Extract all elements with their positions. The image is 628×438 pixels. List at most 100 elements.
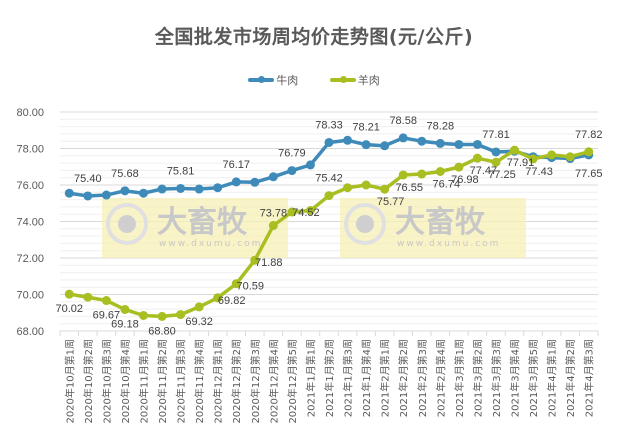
data-point[interactable] <box>472 139 482 149</box>
x-tick-label: 2020年10月第3周 <box>100 339 113 424</box>
x-tick-label: 2021年4月第2周 <box>564 339 577 417</box>
data-point[interactable] <box>64 188 74 198</box>
x-tick-label: 2021年3月第2周 <box>471 339 484 417</box>
data-label: 77.47 <box>470 165 498 177</box>
data-point[interactable] <box>176 183 186 193</box>
data-point[interactable] <box>361 140 371 150</box>
data-point[interactable] <box>435 166 445 176</box>
data-point[interactable] <box>547 150 557 160</box>
legend-item-beef[interactable]: 牛肉 <box>248 72 298 88</box>
data-label: 77.25 <box>488 169 516 181</box>
data-label: 75.40 <box>74 173 102 185</box>
x-tick-label: 2021年1月第4周 <box>360 339 373 417</box>
data-point[interactable] <box>398 133 408 143</box>
data-point[interactable] <box>268 221 278 231</box>
data-point[interactable] <box>213 293 223 303</box>
x-tick-label: 2021年2月第3周 <box>416 339 429 417</box>
x-tick-label: 2021年1月第1周 <box>304 339 317 417</box>
data-point[interactable] <box>584 147 594 157</box>
data-label: 78.21 <box>352 122 380 134</box>
data-point[interactable] <box>231 177 241 187</box>
data-point[interactable] <box>213 183 223 193</box>
data-point[interactable] <box>491 157 501 167</box>
data-point[interactable] <box>120 304 130 314</box>
data-point[interactable] <box>138 310 148 320</box>
data-point[interactable] <box>231 279 241 289</box>
data-label: 75.77 <box>377 196 405 208</box>
data-point[interactable] <box>83 191 93 201</box>
data-point[interactable] <box>324 191 334 201</box>
data-point[interactable] <box>250 177 260 187</box>
x-tick-label: 2021年1月第2周 <box>323 339 336 417</box>
data-point[interactable] <box>417 136 427 146</box>
data-point[interactable] <box>101 190 111 200</box>
data-point[interactable] <box>287 207 297 217</box>
data-point[interactable] <box>398 170 408 180</box>
y-tick-label: 76.00 <box>16 180 44 192</box>
x-tick-label: 2020年12月第4周 <box>267 339 280 424</box>
data-point[interactable] <box>380 184 390 194</box>
data-point[interactable] <box>305 160 315 170</box>
data-point[interactable] <box>528 154 538 164</box>
x-tick-label: 2020年10月第2周 <box>82 339 95 424</box>
x-tick-label: 2020年12月第5周 <box>286 339 299 424</box>
svg-text:大畜牧: 大畜牧 <box>395 205 486 240</box>
data-point[interactable] <box>250 255 260 265</box>
data-point[interactable] <box>324 137 334 147</box>
data-point[interactable] <box>268 172 278 182</box>
data-point[interactable] <box>138 188 148 198</box>
data-point[interactable] <box>176 310 186 320</box>
data-point[interactable] <box>435 138 445 148</box>
y-tick-label: 80.00 <box>16 107 44 119</box>
data-label: 78.28 <box>427 120 455 132</box>
data-label: 70.02 <box>56 303 84 315</box>
data-label: 73.78 <box>260 208 288 220</box>
legend-label: 牛肉 <box>276 74 299 87</box>
data-point[interactable] <box>454 139 464 149</box>
x-tick-label: 2021年4月第3周 <box>583 339 596 417</box>
data-label: 76.74 <box>433 178 461 190</box>
data-point[interactable] <box>64 289 74 299</box>
chart-legend: 牛肉 羊肉 <box>0 72 628 88</box>
y-tick-label: 68.00 <box>16 326 44 338</box>
data-point[interactable] <box>491 147 501 157</box>
data-point[interactable] <box>194 302 204 312</box>
data-point[interactable] <box>120 186 130 196</box>
data-point[interactable] <box>361 180 371 190</box>
data-label: 69.67 <box>93 310 121 322</box>
data-point[interactable] <box>343 135 353 145</box>
data-point[interactable] <box>83 292 93 302</box>
x-tick-label: 2020年12月第2周 <box>230 339 243 424</box>
data-label: 76.98 <box>451 174 479 186</box>
data-label: 76.17 <box>222 159 250 171</box>
x-tick-label: 2021年2月第2周 <box>397 339 410 417</box>
data-label: 76.79 <box>278 148 306 160</box>
data-label: 69.82 <box>218 295 246 307</box>
data-label: 77.82 <box>575 129 603 141</box>
data-point[interactable] <box>454 162 464 172</box>
data-point[interactable] <box>157 184 167 194</box>
data-point[interactable] <box>472 153 482 163</box>
data-label: 78.33 <box>315 119 343 131</box>
data-point[interactable] <box>417 169 427 179</box>
legend-item-lamb[interactable]: 羊肉 <box>329 72 380 88</box>
data-label: 69.32 <box>185 316 213 328</box>
data-point[interactable] <box>157 311 167 321</box>
x-tick-label: 2021年3月第4周 <box>509 339 522 417</box>
data-point[interactable] <box>194 184 204 194</box>
data-point[interactable] <box>287 166 297 176</box>
data-point[interactable] <box>565 152 575 162</box>
watermark-logo-icon <box>344 203 386 245</box>
data-label: 68.80 <box>148 325 176 337</box>
legend-line-marker-icon <box>248 76 275 83</box>
data-point[interactable] <box>380 141 390 151</box>
data-point[interactable] <box>510 145 520 155</box>
x-tick-label: 2021年2月第1周 <box>379 339 392 417</box>
data-point[interactable] <box>305 206 315 216</box>
data-label: 78.58 <box>389 115 417 127</box>
data-point[interactable] <box>101 296 111 306</box>
data-point[interactable] <box>343 183 353 193</box>
x-tick-label: 2020年10月第4周 <box>119 339 132 424</box>
